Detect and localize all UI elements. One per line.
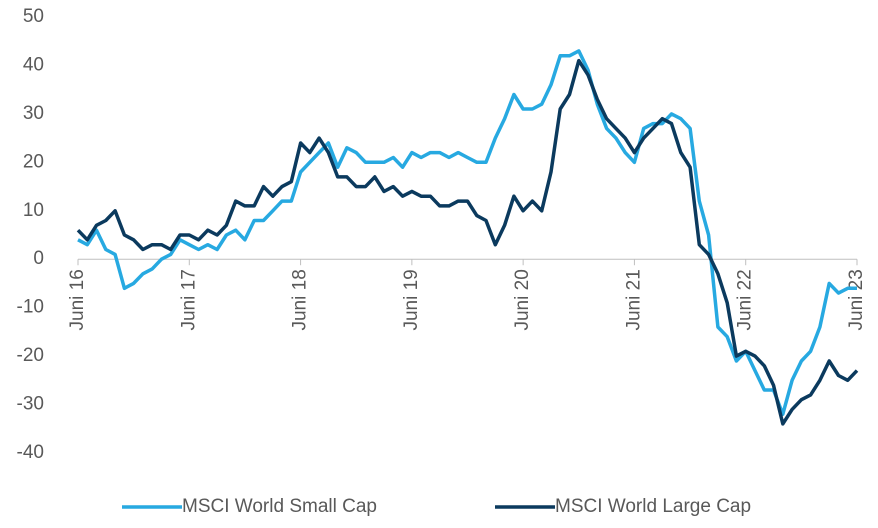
legend-label: MSCI World Small Cap [182, 496, 377, 517]
y-tick-label: 0 [33, 248, 44, 269]
y-tick-label: 40 [23, 54, 44, 75]
x-tick-label: Juni 23 [846, 269, 867, 330]
y-tick-label: 30 [23, 103, 44, 124]
series-line [77, 49, 857, 416]
x-tick-label: Juni 20 [512, 269, 533, 330]
legend-label: MSCI World Large Cap [555, 496, 751, 517]
y-tick-label: -20 [17, 345, 44, 366]
x-tick-label: Juni 21 [623, 269, 644, 330]
x-tick-label: Juni 16 [67, 269, 88, 330]
y-tick-label: 10 [23, 200, 44, 221]
x-tick-label: Juni 22 [735, 269, 756, 330]
y-tick-label: 50 [23, 6, 44, 27]
y-tick-label: 20 [23, 151, 44, 172]
x-tick-label: Juni 19 [401, 269, 422, 330]
y-tick-label: -40 [17, 442, 44, 463]
series-line [76, 58, 859, 426]
y-tick-label: -30 [17, 394, 44, 415]
x-tick-label: Juni 17 [178, 269, 199, 330]
y-tick-label: -10 [17, 297, 44, 318]
x-tick-label: Juni 18 [290, 269, 311, 330]
